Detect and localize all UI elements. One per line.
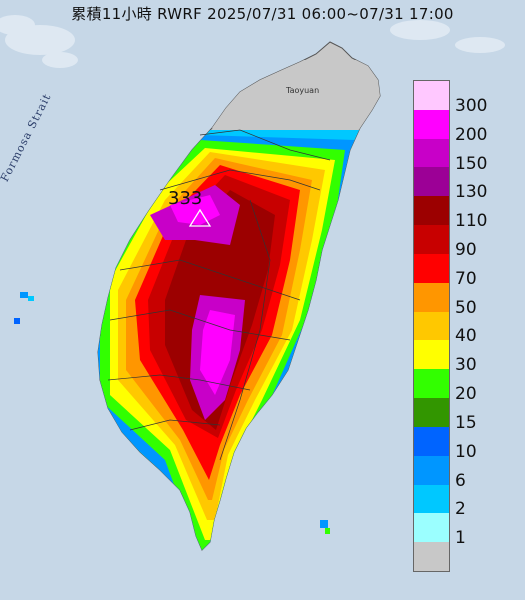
color-legend bbox=[413, 80, 450, 572]
legend-swatch bbox=[414, 109, 449, 140]
legend-label: 15 bbox=[455, 412, 477, 433]
legend-swatch bbox=[414, 282, 449, 313]
legend-swatch bbox=[414, 513, 449, 543]
legend-label: 1 bbox=[455, 528, 466, 549]
legend-swatch bbox=[414, 542, 449, 572]
legend-label: 300 bbox=[455, 95, 488, 116]
legend-label: 200 bbox=[455, 124, 488, 145]
legend-label: 20 bbox=[455, 384, 477, 405]
county-boundaries bbox=[107, 129, 331, 461]
legend-swatch bbox=[414, 311, 449, 341]
legend-label: 110 bbox=[455, 211, 488, 232]
legend-label: 2 bbox=[455, 499, 466, 520]
legend-swatch bbox=[414, 253, 449, 284]
legend-swatch bbox=[414, 340, 449, 370]
legend-swatch bbox=[414, 225, 449, 255]
legend-label: 30 bbox=[455, 355, 477, 376]
cloud-speckle bbox=[0, 15, 505, 68]
map-title: 累積11小時 RWRF 2025/07/31 06:00~07/31 17:00 bbox=[71, 5, 454, 23]
legend-label: 70 bbox=[455, 268, 477, 289]
legend-swatch bbox=[414, 398, 449, 428]
legend-label: 10 bbox=[455, 441, 477, 462]
legend-swatch bbox=[414, 138, 449, 168]
city-label-taoyuan: Taoyuan bbox=[286, 86, 320, 95]
rainfall-field bbox=[98, 60, 380, 550]
sea-echoes bbox=[14, 292, 330, 534]
legend-swatch bbox=[414, 167, 449, 197]
legend-swatch bbox=[414, 455, 449, 486]
legend-swatch bbox=[414, 196, 449, 226]
peak-value-label: 333 bbox=[168, 188, 203, 209]
legend-swatch bbox=[414, 426, 449, 457]
legend-label: 6 bbox=[455, 470, 466, 491]
legend-label: 150 bbox=[455, 153, 488, 174]
legend-swatch bbox=[414, 484, 449, 514]
legend-label: 130 bbox=[455, 182, 488, 203]
peak-marker-icon bbox=[188, 208, 212, 227]
legend-swatch bbox=[414, 81, 449, 111]
legend-swatch bbox=[414, 369, 449, 399]
legend-label: 40 bbox=[455, 326, 477, 347]
legend-label: 50 bbox=[455, 297, 477, 318]
legend-label: 90 bbox=[455, 239, 477, 260]
